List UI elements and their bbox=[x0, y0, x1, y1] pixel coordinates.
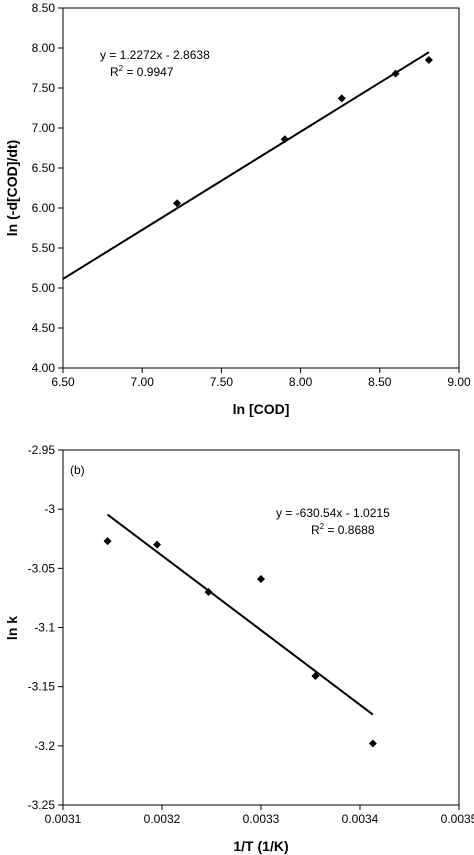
chart-b-y-tick-label: -3.15 bbox=[28, 680, 56, 694]
chart-b-x-tick-label: 0.0034 bbox=[342, 812, 379, 826]
chart-a-x-axis-label: ln [COD] bbox=[233, 401, 290, 417]
chart-a-y-tick-label: 4.00 bbox=[32, 361, 56, 375]
chart-a-points bbox=[173, 56, 433, 208]
chart-a-r2-superscript: 2 bbox=[119, 64, 124, 73]
chart-a-data-point bbox=[337, 94, 346, 103]
chart-b-x-axis-label: 1/T (1/K) bbox=[233, 838, 288, 854]
chart-b-y-tick-label: -3.1 bbox=[34, 621, 55, 635]
chart-a-y-tick-label: 4.50 bbox=[32, 321, 56, 335]
chart-b-data-point bbox=[311, 672, 320, 681]
chart-b-data-point bbox=[204, 588, 213, 596]
chart-b-data-point bbox=[153, 540, 162, 549]
chart-b-r2-prefix: R bbox=[311, 523, 320, 537]
chart-b-data-point bbox=[103, 537, 112, 546]
chart-a: 4.00 4.50 5.00 5.50 6.00 6.50 7.00 7.50 8.00 8.50… bbox=[4, 1, 471, 417]
chart-b-plot-area bbox=[62, 449, 460, 806]
chart-a-r2-prefix: R bbox=[110, 65, 119, 79]
chart-a-x-tick-label: 7.00 bbox=[131, 375, 155, 389]
chart-b-r-squared: R2 = 0.8688 bbox=[311, 522, 375, 537]
chart-a-y-tick-label: 7.50 bbox=[32, 81, 56, 95]
chart-b-y-tick-label: -3.05 bbox=[28, 561, 56, 575]
chart-b-y-tick-label: -3 bbox=[44, 502, 55, 516]
chart-a-r-squared: R2 = 0.9947 bbox=[110, 64, 174, 79]
chart-a-y-tick-label: 7.00 bbox=[32, 121, 56, 135]
chart-a-x-tick-label: 7.50 bbox=[210, 375, 234, 389]
chart-b-y-axis-label: ln k bbox=[4, 616, 20, 640]
chart-b-x-tick-label: 0.0031 bbox=[45, 812, 82, 826]
chart-a-y-tick-label: 6.00 bbox=[32, 201, 56, 215]
chart-a-x-ticks: 6.50 7.00 7.50 8.00 8.50 9.00 bbox=[51, 368, 471, 389]
chart-a-y-axis-label: ln (-d[COD]/dt) bbox=[4, 140, 20, 236]
chart-b-x-tick-label: 0.0032 bbox=[144, 812, 181, 826]
chart-a-data-point bbox=[391, 69, 400, 78]
chart-a-trendline bbox=[62, 51, 430, 280]
chart-a-y-tick-label: 8.00 bbox=[32, 41, 56, 55]
chart-b-trendline bbox=[106, 513, 374, 716]
chart-a-x-tick-label: 9.00 bbox=[447, 375, 471, 389]
chart-a-data-point bbox=[173, 199, 182, 208]
chart-a-data-point bbox=[280, 135, 289, 144]
chart-b: -2.95-3-3.05-3.1-3.15-3.2-3.25 0.0031 0.0… bbox=[4, 443, 474, 854]
chart-a-y-tick-label: 5.00 bbox=[32, 281, 56, 295]
chart-a-plot-area bbox=[62, 7, 460, 369]
chart-b-data-point bbox=[368, 739, 377, 748]
chart-a-equation: y = 1.2272x - 2.8638 bbox=[100, 48, 210, 62]
chart-b-x-tick-label: 0.0035 bbox=[441, 812, 474, 826]
chart-b-y-tick-label: -2.95 bbox=[28, 443, 56, 457]
chart-b-data-point bbox=[257, 574, 265, 583]
chart-b-r2-value: = 0.8688 bbox=[324, 523, 375, 537]
chart-b-y-tick-label: -3.25 bbox=[28, 798, 56, 812]
chart-b-y-tick-label: -3.2 bbox=[34, 739, 55, 753]
chart-a-x-tick-label: 6.50 bbox=[51, 375, 75, 389]
chart-b-x-tick-label: 0.0033 bbox=[243, 812, 280, 826]
chart-a-data-point bbox=[424, 56, 433, 64]
chart-a-y-tick-label: 6.50 bbox=[32, 161, 56, 175]
chart-b-y-ticks: -2.95 -3 -3.05 -3.1 -3.15 -3.2 -3.25 bbox=[28, 443, 63, 812]
chart-a-y-ticks: 4.00 4.50 5.00 5.50 6.00 6.50 7.00 7.50 8.00 8.50 bbox=[32, 1, 63, 375]
chart-b-equation: y = -630.54x - 1.0215 bbox=[276, 506, 390, 520]
chart-a-y-tick-label: 5.50 bbox=[32, 241, 56, 255]
chart-b-x-ticks: 0.0031 0.0032 0.0033 0.0034 0.0035 bbox=[45, 805, 474, 826]
chart-b-r2-superscript: 2 bbox=[320, 522, 325, 531]
chart-b-panel-label: (b) bbox=[70, 463, 85, 477]
chart-a-y-tick-label: 8.50 bbox=[32, 1, 56, 15]
chart-a-r2-value: = 0.9947 bbox=[123, 65, 174, 79]
chart-b-points bbox=[103, 537, 377, 748]
chart-a-x-tick-label: 8.00 bbox=[289, 375, 313, 389]
chart-a-x-tick-label: 8.50 bbox=[368, 375, 392, 389]
